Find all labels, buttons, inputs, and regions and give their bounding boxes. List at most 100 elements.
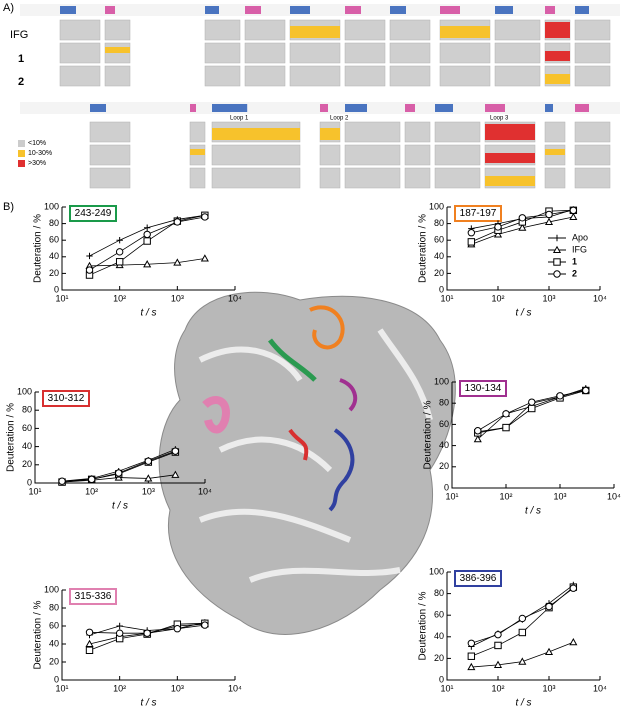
y-tick-label: 80 — [439, 398, 449, 408]
legend-marker — [552, 245, 562, 254]
marker — [528, 404, 536, 413]
heatmap-cell — [59, 42, 101, 64]
heatmap-cell — [389, 65, 431, 87]
marker — [502, 410, 510, 418]
y-tick-label: 20 — [439, 461, 449, 471]
title-box — [459, 380, 507, 397]
y-tick-label: 40 — [434, 251, 444, 261]
heatmap-cell — [344, 167, 401, 189]
marker — [518, 657, 527, 665]
heatmap-cell — [204, 42, 241, 64]
x-axis-label: t / s — [140, 698, 156, 709]
marker — [569, 212, 578, 221]
sequence-element — [390, 6, 406, 14]
loop-label: Loop 3 — [490, 116, 509, 122]
marker — [502, 423, 510, 432]
marker — [569, 206, 578, 215]
y-tick-label: 100 — [429, 201, 444, 211]
legend-label: Apo — [572, 232, 588, 242]
marker — [143, 629, 151, 637]
heatmap-cell — [494, 42, 541, 64]
sequence-element — [345, 104, 367, 112]
marker — [85, 646, 94, 654]
y-tick-label: 40 — [22, 441, 32, 451]
heatmap-cell — [289, 42, 341, 64]
y-tick-label: 60 — [49, 620, 59, 630]
sequence-element — [495, 6, 513, 14]
marker — [143, 230, 151, 239]
heatmap-cell — [494, 65, 541, 87]
marker — [528, 398, 536, 406]
y-tick-label: 0 — [27, 477, 32, 487]
marker — [474, 427, 482, 435]
y-tick-label: 100 — [429, 566, 444, 576]
heatmap-cell — [89, 167, 131, 189]
marker — [544, 647, 554, 655]
sequence-element — [435, 104, 453, 112]
x-tick-label: 10² — [499, 491, 512, 501]
heatmap-cell — [289, 65, 341, 87]
x-tick-label: 10³ — [171, 683, 184, 693]
sequence-element — [290, 6, 310, 14]
y-tick-label: 100 — [434, 376, 449, 386]
sequence-element — [212, 104, 248, 112]
heatmap-cell — [104, 19, 131, 41]
row-label: 1 — [18, 53, 24, 65]
sequence-element — [485, 104, 505, 112]
sequence-element — [320, 104, 328, 112]
y-axis-label: Deuteration / % — [6, 403, 17, 472]
marker — [115, 248, 124, 256]
marker — [556, 392, 564, 400]
row-label: 2 — [18, 76, 24, 88]
marker — [518, 214, 527, 222]
legend-label: >30% — [28, 160, 46, 167]
marker — [143, 237, 151, 245]
sequence-element — [545, 6, 555, 14]
marker — [115, 469, 123, 477]
x-axis-label: t / s — [515, 308, 531, 319]
chart-title: 130-134 — [465, 383, 502, 394]
heatmap-cell — [344, 121, 401, 143]
heatmap-cell — [320, 128, 340, 140]
marker — [467, 229, 476, 237]
marker — [58, 477, 66, 485]
heatmap-cell — [344, 19, 386, 41]
marker — [171, 447, 180, 455]
y-tick-label: 60 — [439, 419, 449, 429]
heatmap-cell — [545, 74, 570, 84]
legend-swatch — [18, 150, 25, 157]
marker — [144, 474, 153, 482]
heatmap-cell — [212, 128, 300, 140]
heatmap-cell — [344, 144, 401, 166]
x-tick-label: 10⁴ — [593, 683, 607, 693]
legend-label: <10% — [28, 140, 46, 147]
protein-structure — [158, 291, 456, 635]
marker — [518, 614, 527, 623]
heatmap-cell — [290, 26, 340, 38]
marker — [87, 475, 96, 484]
sequence-element — [90, 104, 106, 112]
heatmap-cell — [434, 167, 481, 189]
heatmap-cell — [344, 65, 386, 87]
marker — [518, 223, 527, 231]
y-tick-label: 0 — [439, 284, 444, 294]
y-tick-label: 80 — [49, 602, 59, 612]
heatmap-cell — [319, 144, 341, 166]
title-box — [454, 570, 502, 587]
legend-label: 1 — [572, 256, 577, 266]
marker — [582, 386, 590, 395]
legend-label: 2 — [572, 268, 577, 278]
heatmap-cell — [211, 167, 301, 189]
sequence-element — [105, 6, 115, 14]
panel-label: B) — [3, 201, 14, 213]
heatmap-cell — [89, 144, 131, 166]
marker — [518, 628, 527, 637]
heatmap-cell — [544, 121, 566, 143]
marker — [494, 223, 502, 231]
x-tick-label: 10² — [113, 683, 126, 693]
marker — [467, 652, 476, 660]
x-tick-label: 10⁴ — [607, 491, 621, 501]
heatmap-cell — [434, 121, 481, 143]
y-tick-label: 0 — [439, 674, 444, 684]
